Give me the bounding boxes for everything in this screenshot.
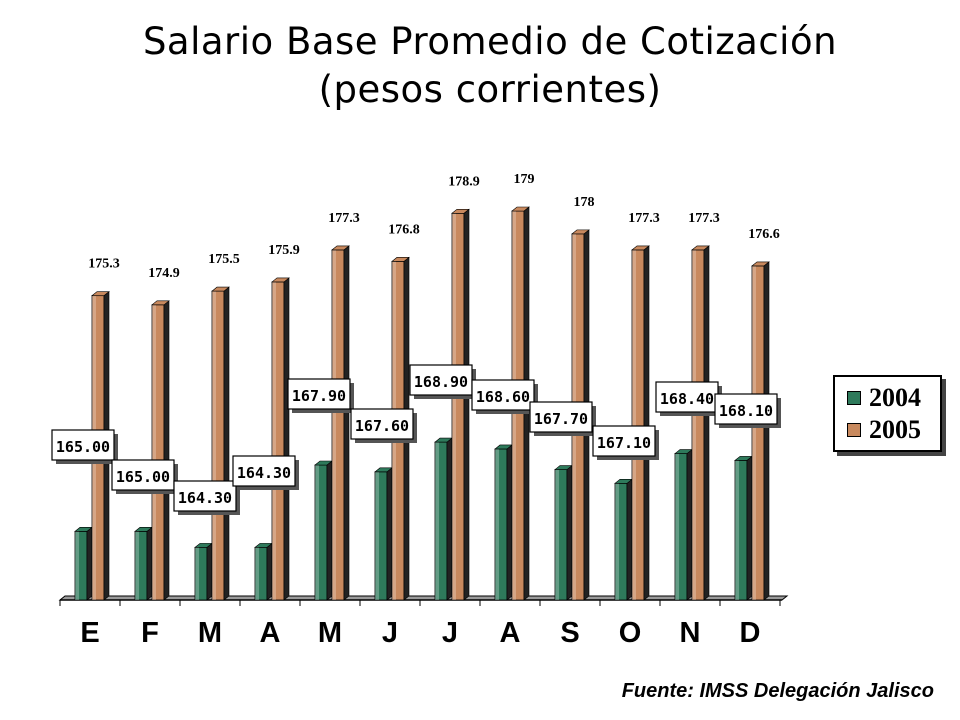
bar-2005 [271, 277, 290, 601]
data-label-2004: 168.60 [476, 388, 530, 406]
data-label-2004-box [232, 455, 296, 487]
data-label-2005: 178.9 [448, 174, 480, 189]
data-label-2004: 165.00 [56, 438, 110, 456]
data-label-2005: 177.3 [688, 211, 720, 226]
data-label-2004-box [111, 459, 175, 491]
bar-2004 [134, 526, 153, 601]
data-label-2005: 175.5 [208, 252, 240, 267]
data-label-2004-box [173, 480, 237, 512]
bar-2004 [314, 460, 333, 601]
bar-2004 [194, 542, 213, 601]
bar-2004 [554, 464, 573, 601]
data-label-2005: 176.8 [388, 222, 420, 237]
data-label-2004: 164.30 [237, 464, 291, 482]
data-label-2004: 167.10 [597, 434, 651, 452]
x-tick-label: M [318, 617, 342, 649]
bar-2005 [631, 245, 650, 601]
data-label-2004: 168.10 [719, 402, 773, 420]
bar-2005 [331, 245, 350, 601]
bar-2004 [494, 444, 513, 601]
data-label-2004-box [714, 393, 778, 425]
legend-item-2004: 2004 [847, 383, 921, 413]
data-label-2004: 167.70 [534, 410, 588, 428]
bar-2004 [74, 526, 93, 601]
data-label-2005: 176.6 [748, 227, 780, 242]
x-tick-label: J [382, 617, 398, 649]
data-label-2004: 167.90 [292, 387, 346, 405]
x-tick-label: S [560, 617, 579, 649]
data-label-2005: 175.9 [268, 243, 300, 258]
data-label-2005: 177.3 [628, 211, 660, 226]
data-label-2005: 177.3 [328, 211, 360, 226]
x-tick-label: O [619, 617, 642, 649]
chart-title-line2: (pesos corrientes) [318, 68, 662, 111]
bar-2004 [434, 437, 453, 601]
bar-2004 [254, 542, 273, 601]
data-label-2004-box [51, 429, 115, 461]
legend-label-2005: 2005 [869, 415, 921, 444]
data-label-2005: 174.9 [148, 266, 180, 281]
chart-title-line1: Salario Base Promedio de Cotización [142, 20, 838, 63]
x-tick-label: E [80, 617, 99, 649]
bar-2005 [751, 261, 770, 601]
bar-2005 [691, 245, 710, 601]
source-note: Fuente: IMSS Delegación Jalisco [621, 680, 934, 702]
data-label-2004-box [592, 425, 656, 457]
data-label-2005: 178 [574, 195, 595, 210]
x-tick-label: D [740, 617, 761, 649]
x-tick-label: A [500, 617, 521, 649]
bar-2005 [451, 208, 470, 601]
bar-2004 [734, 455, 753, 601]
bar-2004 [674, 448, 693, 601]
data-label-2005: 179 [514, 172, 535, 187]
data-label-2004: 164.30 [178, 489, 232, 507]
data-label-2004: 165.00 [116, 468, 170, 486]
bar-2004 [374, 467, 393, 601]
legend-swatch-2005 [847, 423, 861, 437]
legend-swatch-2004 [847, 391, 861, 405]
bar-2005 [151, 300, 170, 601]
data-label-2005: 175.3 [88, 257, 120, 272]
data-label-2004-box [350, 408, 414, 440]
data-label-2004: 168.90 [414, 373, 468, 391]
bar-2005 [211, 286, 230, 601]
data-label-2004-box [471, 379, 535, 411]
chart-legend: 2004 2005 [833, 375, 942, 452]
legend-label-2004: 2004 [869, 383, 921, 412]
data-label-2004: 168.40 [660, 390, 714, 408]
x-tick-label: M [198, 617, 222, 649]
legend-item-2005: 2005 [847, 415, 921, 445]
x-tick-label: N [680, 617, 701, 649]
x-tick-label: J [442, 617, 458, 649]
data-label-2004: 167.60 [355, 417, 409, 435]
x-tick-label: F [141, 617, 159, 649]
data-label-2004-box [655, 381, 719, 413]
data-label-2004-box [287, 378, 351, 410]
data-label-2004-box [529, 401, 593, 433]
x-tick-label: A [260, 617, 281, 649]
bar-2004 [614, 478, 633, 601]
